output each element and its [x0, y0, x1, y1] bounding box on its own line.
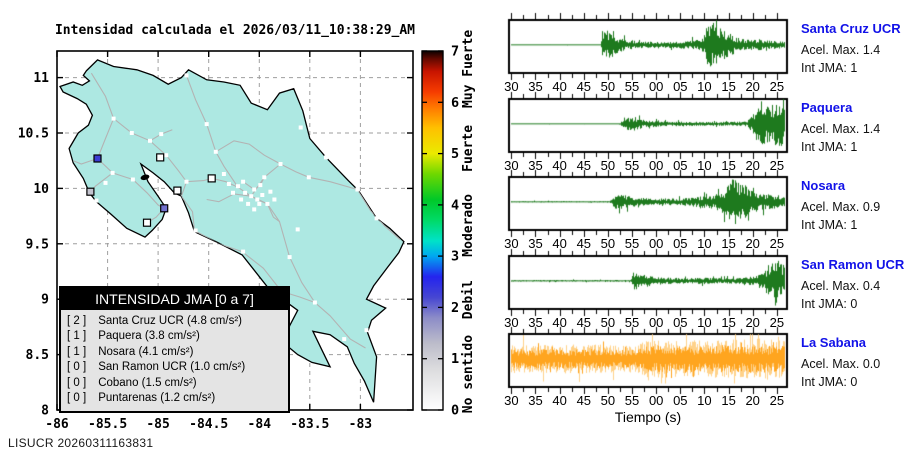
legend-row: [ 0 ] Puntarenas (1.2 cm/s²) [67, 391, 284, 406]
station-accel-max: Acel. Max. 0.0 [801, 357, 881, 371]
station-int-jma: Int JMA: 0 [801, 375, 858, 389]
station-name: San Ramon UCR [801, 257, 905, 272]
svg-text:1: 1 [451, 351, 459, 367]
svg-text:4: 4 [451, 197, 459, 213]
svg-text:-85.5: -85.5 [88, 417, 127, 432]
svg-text:No sentido: No sentido [461, 335, 476, 413]
station-name: Paquera [801, 100, 853, 115]
colorbar-tick-labels: 7 6 5 4 3 2 1 0 [451, 44, 459, 419]
svg-text:8.5: 8.5 [26, 348, 49, 363]
time-tick-label: 25 [769, 393, 785, 408]
svg-text:Moderado: Moderado [461, 194, 476, 257]
legend-intensity-value: [ 0 ] [67, 392, 87, 405]
time-tick-label: 50 [600, 393, 616, 408]
svg-text:Muy Fuerte: Muy Fuerte [461, 30, 476, 108]
country-polygon [59, 59, 405, 403]
legend-station-label: Santa Cruz UCR (4.8 cm/s²) [95, 315, 242, 327]
svg-text:Fuerte: Fuerte [461, 125, 476, 172]
svg-text:-86: -86 [45, 417, 69, 432]
legend-row: [ 2 ] Santa Cruz UCR (4.8 cm/s²) [67, 314, 284, 329]
seismogram-canvas-2 [506, 90, 790, 161]
map-x-axis-labels: -86 -85.5 -85 -84.5 -84 -83.5 -83 [45, 417, 372, 432]
svg-text:2: 2 [451, 300, 459, 316]
time-tick-label: 30 [504, 393, 519, 408]
station-name: La Sabana [801, 335, 867, 350]
time-tick-label: 15 [721, 393, 736, 408]
legend-intensity-value: [ 0 ] [67, 376, 87, 389]
time-tick-label: 55 [624, 393, 640, 408]
svg-text:-84: -84 [248, 417, 272, 432]
colorbar-scale-labels: Muy Fuerte Fuerte Moderado Debil No sentido [461, 30, 476, 414]
svg-text:-84.5: -84.5 [189, 417, 228, 432]
time-tick-label: 40 [552, 393, 567, 408]
station-name: Nosara [801, 178, 846, 193]
time-tick-label: 35 [528, 393, 543, 408]
time-tick-label: 45 [576, 393, 592, 408]
intensity-legend: INTENSIDAD JMA [0 a 7] [ 2 ] Santa Cruz … [59, 286, 290, 414]
station-int-jma: Int JMA: 1 [801, 218, 858, 232]
svg-text:10: 10 [33, 182, 49, 197]
legend-rows: [ 2 ] Santa Cruz UCR (4.8 cm/s²)[ 1 ] Pa… [61, 310, 288, 411]
svg-text:10.5: 10.5 [18, 127, 49, 142]
legend-station-label: Puntarenas (1.2 cm/s²) [95, 392, 216, 405]
station-accel-max: Acel. Max. 0.9 [801, 200, 881, 214]
legend-row: [ 1 ] Nosara (4.1 cm/s²) [67, 345, 284, 360]
towns-layer [94, 73, 379, 342]
svg-text:3: 3 [451, 249, 459, 265]
svg-text:Debil: Debil [461, 280, 476, 319]
time-tick-label: 05 [673, 393, 688, 408]
legend-intensity-value: [ 1 ] [67, 345, 87, 358]
map-title: Intensidad calculada el 2026/03/11_10:38… [54, 23, 416, 38]
station-accel-max: Acel. Max. 0.4 [801, 279, 881, 293]
epicenter-marker [140, 174, 150, 181]
legend-station-label: San Ramon UCR (1.0 cm/s²) [95, 361, 246, 374]
intensity-map: -86 -85.5 -85 -84.5 -84 -83.5 -831110.5109.598… [18, 30, 476, 432]
time-tick-label: 00 [648, 393, 664, 408]
seismogram-canvas-1 [506, 11, 790, 82]
svg-text:5: 5 [451, 146, 459, 162]
svg-text:0: 0 [451, 403, 459, 419]
station-int-jma: Int JMA: 1 [801, 140, 858, 154]
svg-text:9.5: 9.5 [26, 237, 49, 252]
legend-row: [ 1 ] Paquera (3.8 cm/s²) [67, 329, 284, 344]
legend-intensity-value: [ 0 ] [67, 361, 87, 374]
legend-intensity-value: [ 1 ] [67, 330, 87, 343]
svg-text:9: 9 [41, 293, 49, 308]
time-axis-labels: 30 35 40 45 50 55 00 05 10 15 20 25 [504, 393, 790, 408]
svg-text:8: 8 [41, 404, 49, 419]
station-accel-max: Acel. Max. 1.4 [801, 43, 881, 57]
svg-text:6: 6 [451, 95, 459, 111]
map-y-axis-labels: 11 10.5 10 9.5 9 8.5 8 [18, 71, 49, 418]
time-axis-title: Tiempo (s) [614, 409, 682, 425]
time-tick-label: 10 [697, 393, 712, 408]
svg-text:-85: -85 [146, 417, 169, 432]
seismogram-canvas-3 [506, 168, 790, 239]
station-markers [86, 153, 216, 227]
legend-row: [ 0 ] Cobano (1.5 cm/s²) [67, 376, 284, 391]
legend-row: [ 0 ] San Ramon UCR (1.0 cm/s²) [67, 360, 284, 375]
time-tick-label: 20 [745, 393, 760, 408]
svg-text:-83.5: -83.5 [290, 417, 329, 432]
station-accel-max: Acel. Max. 1.4 [801, 122, 881, 136]
legend-station-label: Paquera (3.8 cm/s²) [95, 330, 200, 343]
legend-title: INTENSIDAD JMA [0 a 7] [61, 288, 288, 310]
station-int-jma: Int JMA: 0 [801, 297, 858, 311]
svg-text:-83: -83 [349, 417, 372, 432]
station-int-jma: Int JMA: 1 [801, 61, 858, 75]
svg-text:11: 11 [33, 71, 49, 86]
station-name: Santa Cruz UCR [801, 21, 901, 36]
legend-station-label: Nosara (4.1 cm/s²) [95, 345, 194, 358]
colorbar: 7 6 5 4 3 2 1 0 Muy Fuerte Fuerte Moderado Debil No … [421, 30, 476, 419]
svg-text:7: 7 [451, 44, 459, 60]
watermark-text: LISUCR 20260311163831 [8, 436, 154, 450]
legend-intensity-value: [ 2 ] [67, 315, 87, 327]
legend-station-label: Cobano (1.5 cm/s²) [95, 376, 197, 389]
seismogram-canvas-5 [506, 325, 790, 396]
seismogram-canvas-4 [506, 247, 790, 318]
